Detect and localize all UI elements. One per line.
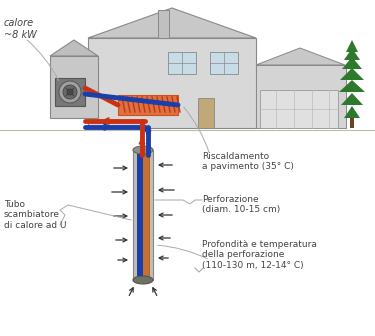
- Bar: [158, 10, 169, 38]
- Bar: [137, 154, 149, 276]
- Polygon shape: [346, 40, 358, 52]
- Bar: [50, 56, 98, 118]
- Text: calore
~8 kW: calore ~8 kW: [4, 18, 37, 40]
- Bar: [210, 52, 238, 74]
- Bar: [55, 78, 85, 106]
- Polygon shape: [256, 48, 345, 65]
- Circle shape: [67, 89, 73, 95]
- Polygon shape: [344, 106, 360, 118]
- Polygon shape: [88, 8, 256, 38]
- Text: Tubo
scambiatore
di calore ad U: Tubo scambiatore di calore ad U: [4, 200, 66, 230]
- Bar: [88, 38, 256, 128]
- Bar: [260, 90, 338, 128]
- Ellipse shape: [133, 276, 153, 284]
- Bar: [118, 95, 178, 115]
- Ellipse shape: [133, 146, 153, 154]
- Bar: [256, 65, 346, 128]
- Polygon shape: [344, 48, 360, 60]
- Polygon shape: [339, 80, 365, 92]
- Text: Profondità e temperatura
della perforazione
(110-130 m, 12-14° C): Profondità e temperatura della perforazi…: [202, 240, 317, 270]
- Bar: [133, 150, 153, 280]
- Bar: [168, 52, 196, 74]
- Bar: [350, 118, 354, 128]
- Polygon shape: [342, 57, 362, 69]
- Text: Perforazione
(diam. 10-15 cm): Perforazione (diam. 10-15 cm): [202, 195, 280, 214]
- Circle shape: [63, 85, 77, 99]
- Text: Riscaldamento
a pavimento (35° C): Riscaldamento a pavimento (35° C): [202, 152, 294, 171]
- Bar: [137, 154, 143, 276]
- Bar: [198, 98, 214, 128]
- Polygon shape: [50, 40, 98, 56]
- Circle shape: [59, 81, 81, 103]
- Polygon shape: [340, 68, 364, 80]
- Polygon shape: [341, 93, 363, 105]
